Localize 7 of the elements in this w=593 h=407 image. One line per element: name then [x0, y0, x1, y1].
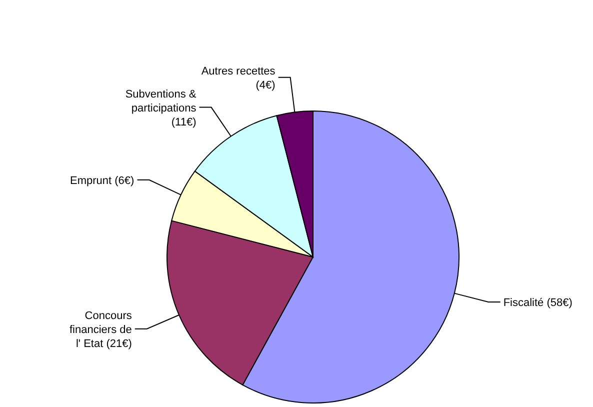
slice-label: Concours financiers de l' Etat (21€): [70, 310, 132, 350]
data-label: (11€): [171, 116, 196, 128]
data-label: (4€): [256, 79, 276, 92]
slice-label: Emprunt (6€): [70, 174, 134, 187]
slice-label: Subventions & participations: [125, 88, 197, 114]
slice-label: Fiscalité (58€): [503, 297, 572, 310]
slice-label: Autres recettes: [201, 65, 276, 78]
